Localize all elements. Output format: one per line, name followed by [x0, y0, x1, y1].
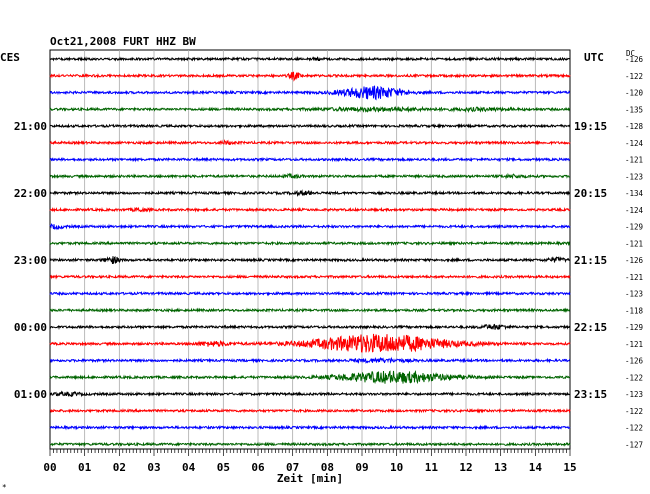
right-time-label-3: 22:15 — [574, 321, 607, 334]
trace-row-9 — [49, 206, 571, 213]
x-tick-label-06: 06 — [251, 461, 265, 474]
trace-row-2 — [49, 85, 571, 101]
x-tick-label-02: 02 — [113, 461, 126, 474]
dc-offset-9: -124 — [625, 206, 644, 215]
x-tick-label-10: 10 — [390, 461, 403, 474]
dc-offset-12: -126 — [625, 256, 644, 265]
right-time-label-0: 19:15 — [574, 120, 607, 133]
x-tick-label-09: 09 — [355, 461, 368, 474]
x-tick-label-13: 13 — [494, 461, 507, 474]
dc-offset-labels: -126 -122 -120 -135 -128 -124 -121 -123 -134 -124… — [625, 55, 644, 449]
dc-offset-15: -118 — [625, 306, 644, 315]
x-axis: 00 01 02 03 04 05 06 07 08 09 10 11 12 13 14 15 — [43, 449, 577, 474]
chart-title: Oct21,2008 FURT HHZ BW — [50, 35, 196, 48]
dc-offset-8: -134 — [625, 189, 644, 198]
x-tick-label-08: 08 — [321, 461, 334, 474]
x-tick-label-15: 15 — [563, 461, 576, 474]
dc-offset-19: -122 — [625, 373, 643, 382]
trace-row-5 — [49, 139, 571, 146]
dc-offset-0: -126 — [625, 55, 644, 64]
trace-row-20 — [49, 390, 571, 398]
trace-row-10 — [49, 223, 571, 231]
trace-row-7 — [49, 172, 571, 180]
dc-offset-2: -120 — [625, 89, 644, 98]
trace-row-11 — [49, 240, 571, 247]
trace-row-21 — [49, 407, 571, 414]
dc-offset-13: -121 — [625, 273, 643, 282]
trace-row-13 — [49, 273, 571, 280]
trace-row-17 — [49, 333, 571, 353]
trace-row-12 — [49, 255, 571, 264]
grid-lines — [84, 50, 536, 449]
footer-mark: * — [2, 483, 7, 492]
trace-row-23 — [49, 441, 571, 448]
x-tick-label-03: 03 — [147, 461, 160, 474]
right-time-labels: 19:15 20:15 21:15 22:15 23:15 — [574, 120, 607, 401]
right-time-label-4: 23:15 — [574, 388, 607, 401]
x-tick-label-12: 12 — [459, 461, 472, 474]
trace-row-15 — [49, 307, 571, 314]
x-tick-label-07: 07 — [286, 461, 299, 474]
trace-row-19 — [49, 369, 571, 385]
right-time-label-2: 21:15 — [574, 254, 607, 267]
x-tick-label-00: 00 — [43, 461, 56, 474]
left-time-label-4: 01:00 — [14, 388, 47, 401]
trace-row-16 — [49, 323, 571, 331]
dc-offset-18: -126 — [625, 357, 644, 366]
x-tick-label-05: 05 — [217, 461, 230, 474]
left-time-label-1: 22:00 — [14, 187, 47, 200]
x-tick-label-01: 01 — [78, 461, 92, 474]
dc-offset-21: -122 — [625, 407, 643, 416]
trace-row-4 — [49, 123, 571, 129]
dc-offset-16: -129 — [625, 323, 643, 332]
dc-offset-22: -122 — [625, 424, 643, 433]
dc-offset-7: -123 — [625, 172, 643, 181]
trace-row-14 — [49, 290, 571, 297]
right-time-label-1: 20:15 — [574, 187, 607, 200]
left-time-label-0: 21:00 — [14, 120, 47, 133]
left-time-label-2: 23:00 — [14, 254, 47, 267]
dc-offset-6: -121 — [625, 156, 643, 165]
trace-row-1 — [49, 71, 571, 82]
left-axis-label: CES — [0, 51, 20, 64]
dc-offset-1: -122 — [625, 72, 643, 81]
left-time-label-3: 00:00 — [14, 321, 47, 334]
left-time-labels: 21:00 22:00 23:00 00:00 01:00 — [14, 120, 47, 401]
dc-offset-11: -121 — [625, 239, 643, 248]
x-tick-label-14: 14 — [529, 461, 543, 474]
trace-row-0 — [49, 56, 571, 63]
trace-row-8 — [49, 189, 571, 198]
trace-row-6 — [49, 156, 571, 163]
dc-offset-17: -121 — [625, 340, 643, 349]
x-tick-label-04: 04 — [182, 461, 196, 474]
trace-row-18 — [49, 356, 571, 364]
dc-offset-4: -128 — [625, 122, 644, 131]
x-axis-label: Zeit [min] — [277, 472, 343, 485]
seismic-traces — [49, 56, 571, 448]
dc-offset-5: -124 — [625, 139, 644, 148]
dc-offset-10: -129 — [625, 223, 643, 232]
trace-row-3 — [49, 105, 571, 114]
trace-row-22 — [49, 424, 571, 431]
dc-offset-3: -135 — [625, 105, 643, 114]
dc-offset-23: -127 — [625, 440, 643, 449]
x-tick-label-11: 11 — [425, 461, 439, 474]
dc-offset-14: -123 — [625, 290, 643, 299]
right-axis-label: UTC — [584, 51, 604, 64]
dc-label: DC — [626, 49, 635, 58]
dc-offset-20: -123 — [625, 390, 643, 399]
